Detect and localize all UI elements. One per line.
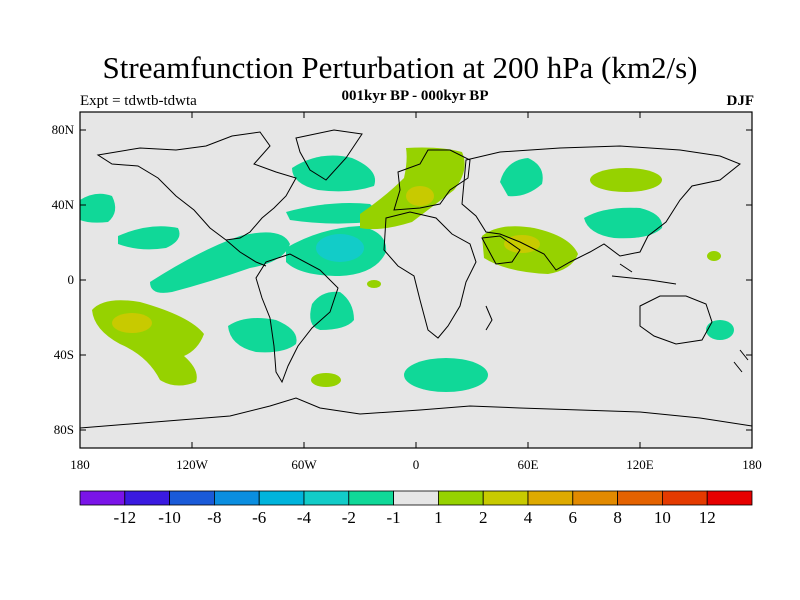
lat-tick-80s: 80S (53, 422, 74, 437)
colorbar-label: -4 (296, 508, 312, 527)
anomaly-w-siberia (500, 158, 543, 197)
coast-madagascar (485, 305, 493, 331)
colorbar-label: 12 (698, 508, 716, 527)
colorbar-label: 2 (478, 508, 488, 527)
coast-arabia (481, 235, 521, 265)
colorbar-swatch (662, 490, 708, 506)
lon-tick-120w: 120W (176, 457, 208, 472)
colorbar-swatch (706, 490, 753, 506)
coast-central-america (225, 239, 267, 267)
colorbar-swatch (124, 490, 171, 506)
coast-europe (393, 149, 471, 211)
colorbar-swatch (437, 490, 484, 506)
anomaly-e-asia (584, 207, 663, 239)
colorbar-swatch (348, 490, 394, 506)
plot-title: Streamfunction Perturbation at 200 hPa (… (102, 50, 698, 85)
anomaly-chile (228, 318, 297, 353)
colorbar-swatch (79, 490, 126, 506)
anomaly-atlantic-dot (367, 280, 381, 288)
lat-tick-0: 0 (67, 272, 75, 287)
anomaly-n-pacific (80, 193, 116, 223)
lon-tick-180e: 180 (742, 457, 762, 472)
colorbar-label: -6 (252, 508, 267, 527)
colorbar-label: 4 (523, 508, 533, 527)
lon-tick-60e: 60E (517, 457, 539, 472)
anomaly-layer (80, 147, 734, 392)
tick-marks (80, 112, 752, 448)
lon-tick-60w: 60W (291, 457, 317, 472)
colorbar-swatch (393, 490, 439, 506)
lon-tick-120e: 120E (626, 457, 654, 472)
anomaly-pacific-tropics (118, 226, 180, 250)
coast-antarctica (80, 397, 752, 429)
colorbar-label: 10 (653, 508, 671, 527)
anomaly-e-australia (706, 320, 734, 340)
anomaly-w-pacific-dot (707, 251, 721, 261)
colorbar-swatch (572, 490, 618, 506)
lat-tick-80n: 80N (51, 122, 74, 137)
colorbar-label: -12 (113, 508, 137, 527)
colorbar (79, 490, 753, 506)
colorbar-swatch (258, 490, 305, 506)
colorbar-swatch (482, 490, 529, 506)
colorbar-label: -10 (158, 508, 181, 527)
anomaly-greenland (292, 155, 376, 192)
plot-subtitle: 001kyr BP - 000kyr BP (341, 88, 489, 104)
colorbar-label: -8 (207, 508, 222, 527)
lon-tick-0: 0 (412, 457, 420, 472)
anomaly-s-pacific-core (112, 313, 152, 333)
colorbar-label: 1 (434, 508, 443, 527)
anomaly-s-atlantic-small (311, 373, 341, 387)
colorbar-swatch (527, 490, 574, 506)
colorbar-swatch (617, 490, 663, 506)
colorbar-swatch (303, 490, 350, 506)
coast-australia (639, 295, 713, 345)
coast-africa (383, 211, 477, 339)
coast-greenland (295, 129, 363, 181)
colorbar-label: -2 (341, 508, 356, 527)
colorbar-label: 8 (613, 508, 622, 527)
lat-tick-40s: 40S (53, 347, 74, 362)
coast-north-america (96, 131, 297, 241)
anomaly-europe-core (406, 186, 434, 206)
coast-south-america (255, 253, 339, 384)
coast-new-zealand (733, 349, 749, 373)
anomaly-atlantic-core (316, 234, 364, 262)
colorbar-swatch (213, 490, 260, 506)
colorbar-label: -1 (386, 508, 401, 527)
coast-indonesia (611, 263, 677, 285)
season-label: DJF (726, 93, 755, 109)
coast-asia (461, 145, 741, 271)
anomaly-pacific-band (150, 232, 290, 293)
anomaly-siberia (590, 168, 662, 192)
lon-tick-180w: 180 (70, 457, 90, 472)
colorbar-swatch (169, 490, 215, 506)
experiment-label: Expt = tdwtb-tdwta (80, 93, 197, 109)
coastlines (80, 129, 752, 429)
colorbar-label: 6 (568, 508, 578, 527)
anomaly-southern-ocean (404, 358, 488, 392)
lat-tick-40n: 40N (51, 197, 74, 212)
anomaly-n-atlantic (286, 203, 375, 224)
